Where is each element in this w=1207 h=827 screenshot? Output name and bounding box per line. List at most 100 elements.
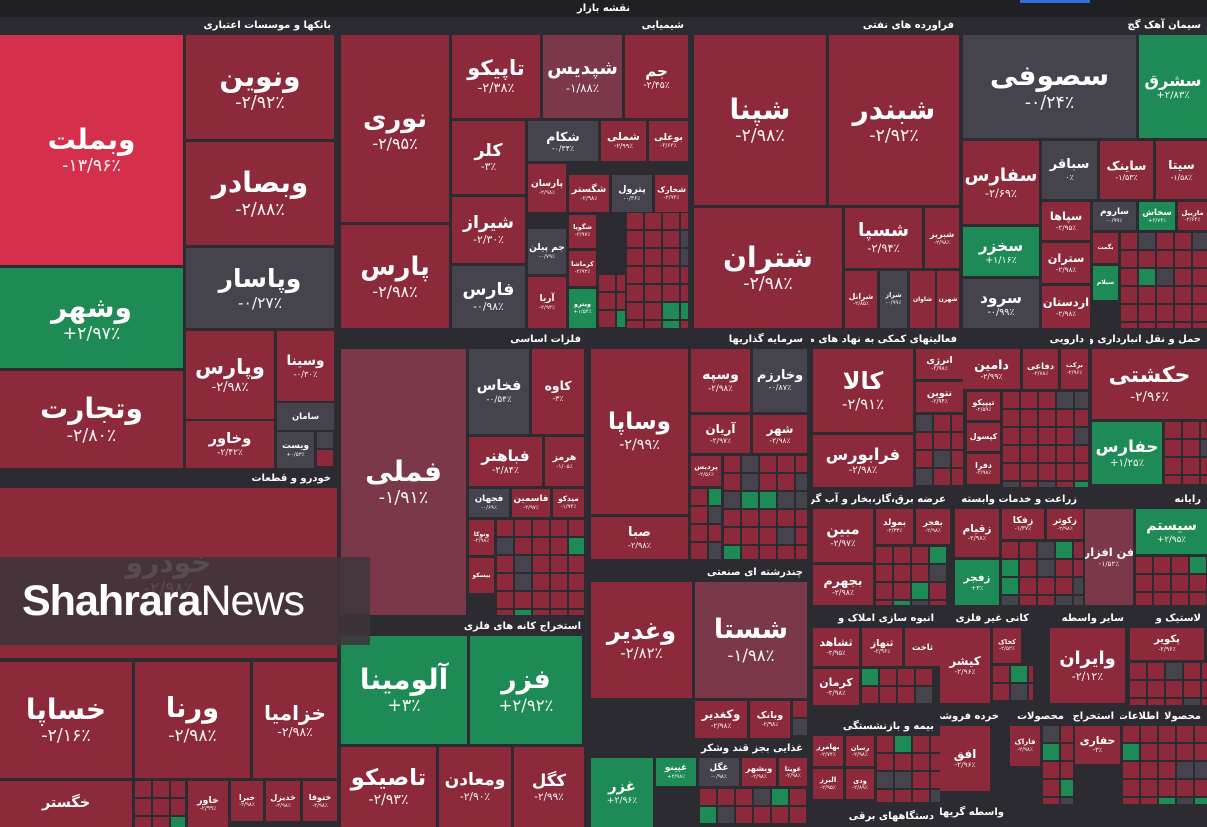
sector-header: عرضه برق،گاز،بخار و آب گرم <box>811 494 946 505</box>
stock-tile: زکوثر -۲/۹۸٪ <box>1047 509 1083 539</box>
stock-tile: کرمان -۲/۹۸٪ <box>813 669 859 705</box>
stock-symbol: البرز <box>819 775 837 785</box>
stock-change: -۲/۹۸٪ <box>785 772 801 779</box>
stock-symbol: فن افزار <box>1085 544 1133 559</box>
stock-tile: ویترو +۱/۵۴٪ <box>569 289 596 328</box>
stock-change: -۲/۶۴٪ <box>1184 216 1201 223</box>
filler-cell <box>1184 681 1200 697</box>
stock-symbol: سشرق <box>1144 70 1202 90</box>
stock-symbol: کپسول <box>969 432 998 442</box>
filler-cell <box>1141 798 1157 804</box>
stock-tile: البرز -۲/۹۵٪ <box>813 769 843 799</box>
stock-tile: خبرا -۲/۹۸٪ <box>231 781 263 821</box>
stock-tile: سفارس -۲/۶۹٪ <box>963 141 1039 224</box>
filler-cell <box>1039 446 1055 462</box>
filler-cell <box>645 213 661 229</box>
filler-cell <box>1159 798 1175 804</box>
filler-cell <box>1166 699 1182 705</box>
filler-cell <box>317 450 333 466</box>
filler-cell <box>1165 476 1181 484</box>
stock-change: -۲/۴۵٪ <box>643 79 670 91</box>
stock-tile: وپاسار -۰/۲۷٪ <box>186 248 334 328</box>
filler-cell <box>1123 744 1139 760</box>
stock-change: -۰/۹۹٪ <box>885 300 902 307</box>
filler-cell <box>1139 323 1155 328</box>
filler-cell <box>1177 744 1193 760</box>
stock-change: -۲/۸۲٪ <box>620 644 663 663</box>
stock-change: -۰/۲۷٪ <box>237 293 283 312</box>
filler-cell <box>1190 593 1206 605</box>
stock-tile: ماربیل -۲/۶۴٪ <box>1178 202 1207 230</box>
stock-change: -۲/۴۲٪ <box>217 447 243 458</box>
filler-cell <box>1075 464 1088 480</box>
stock-tile: خدیزل -۲/۹۸٪ <box>266 781 300 821</box>
stock-symbol: سامان <box>291 411 319 422</box>
filler-cell <box>627 249 643 265</box>
filler-cell <box>645 321 661 328</box>
stock-symbol: شپدیس <box>547 58 618 80</box>
filler-cell <box>1057 446 1073 462</box>
stock-tile: هرمز -۱/۰۵٪ <box>545 437 584 486</box>
stock-symbol: شتران <box>723 240 813 274</box>
filler-cell <box>1123 726 1139 742</box>
stock-change: +۲/۹۲٪ <box>498 696 554 716</box>
filler-cell <box>681 213 688 229</box>
stock-symbol: کیشر <box>949 653 981 668</box>
stock-change: -۲/۸۰٪ <box>66 425 117 446</box>
filler-cell <box>1175 305 1191 321</box>
stock-symbol: زفجر <box>963 572 991 585</box>
filler-cell <box>1184 663 1200 679</box>
stock-tile: ساینک -۱/۵۳٪ <box>1100 141 1153 199</box>
filler-cell <box>569 520 584 536</box>
sector-header: خودرو و قطعات <box>251 473 332 484</box>
sector-header: فعالیتهای کمکی به نهاد های مالی <box>811 334 957 345</box>
stock-change: -۲/۸۴٪ <box>492 464 519 476</box>
stock-change: -۲/۵۲٪ <box>999 646 1015 653</box>
stock-change: -۰/۳۰٪ <box>293 369 318 380</box>
stock-symbol: دامین <box>974 356 1009 372</box>
filler-cell <box>1043 798 1059 804</box>
filler-cell <box>569 610 584 615</box>
stock-tile: خزامیا -۲/۹۸٪ <box>253 662 337 778</box>
stock-tile: وتجارت -۲/۸۰٪ <box>0 371 183 468</box>
stock-tile: زفکا -۱/۳۷٪ <box>1002 509 1044 539</box>
filler-cell <box>1159 762 1175 778</box>
watermark-brand: Shahrara <box>22 576 201 625</box>
sector-header: کانی غیر فلزی <box>955 613 1029 624</box>
stock-change: -۲/۹۸٪ <box>708 383 733 394</box>
filler-cell <box>912 547 928 563</box>
stock-change: -۰/۹۸٪ <box>473 299 504 313</box>
stock-tile: شیراز -۲/۳۰٪ <box>452 197 525 263</box>
filler-cell <box>533 610 549 615</box>
stock-symbol: هرمز <box>552 452 577 464</box>
stock-tile: کپسول <box>967 423 1000 451</box>
filler-cell <box>709 507 721 523</box>
sector-header: اطلاعات <box>1120 711 1159 722</box>
filler-cell <box>778 510 794 526</box>
filler-cell <box>1183 440 1199 456</box>
stock-change: -۰/۲۴٪ <box>1024 92 1075 113</box>
stock-tile: بفجر -۲/۹۸٪ <box>916 509 950 544</box>
filler-cell <box>700 789 716 805</box>
filler-cell <box>862 687 878 703</box>
filler-cell <box>645 231 661 247</box>
filler-cell <box>1003 392 1019 408</box>
sector-header: خرده فروشی <box>940 711 999 722</box>
filler-cell <box>1177 798 1193 804</box>
stock-tile: دامین -۲/۹۹٪ <box>963 349 1020 389</box>
stock-symbol: سرود <box>980 288 1022 307</box>
filler-cell <box>533 592 549 608</box>
filler-cell <box>1056 542 1072 558</box>
filler-cell <box>1175 269 1191 285</box>
watermark: Shahrara News <box>0 557 370 645</box>
stock-change: -۲/۳۳٪ <box>886 528 903 535</box>
filler-cell <box>533 574 549 590</box>
stock-symbol: وساپا <box>607 409 672 436</box>
stock-symbol: زکوثر <box>1053 515 1077 526</box>
stock-symbol: فاسمین <box>513 494 549 505</box>
stock-tile: فاسمین -۲/۹۷٪ <box>512 489 550 517</box>
stock-tile: وشهر +۲/۹۷٪ <box>0 268 183 368</box>
filler-cell <box>1021 428 1037 444</box>
filler-cell <box>930 601 946 605</box>
filler-cell <box>1172 557 1188 573</box>
